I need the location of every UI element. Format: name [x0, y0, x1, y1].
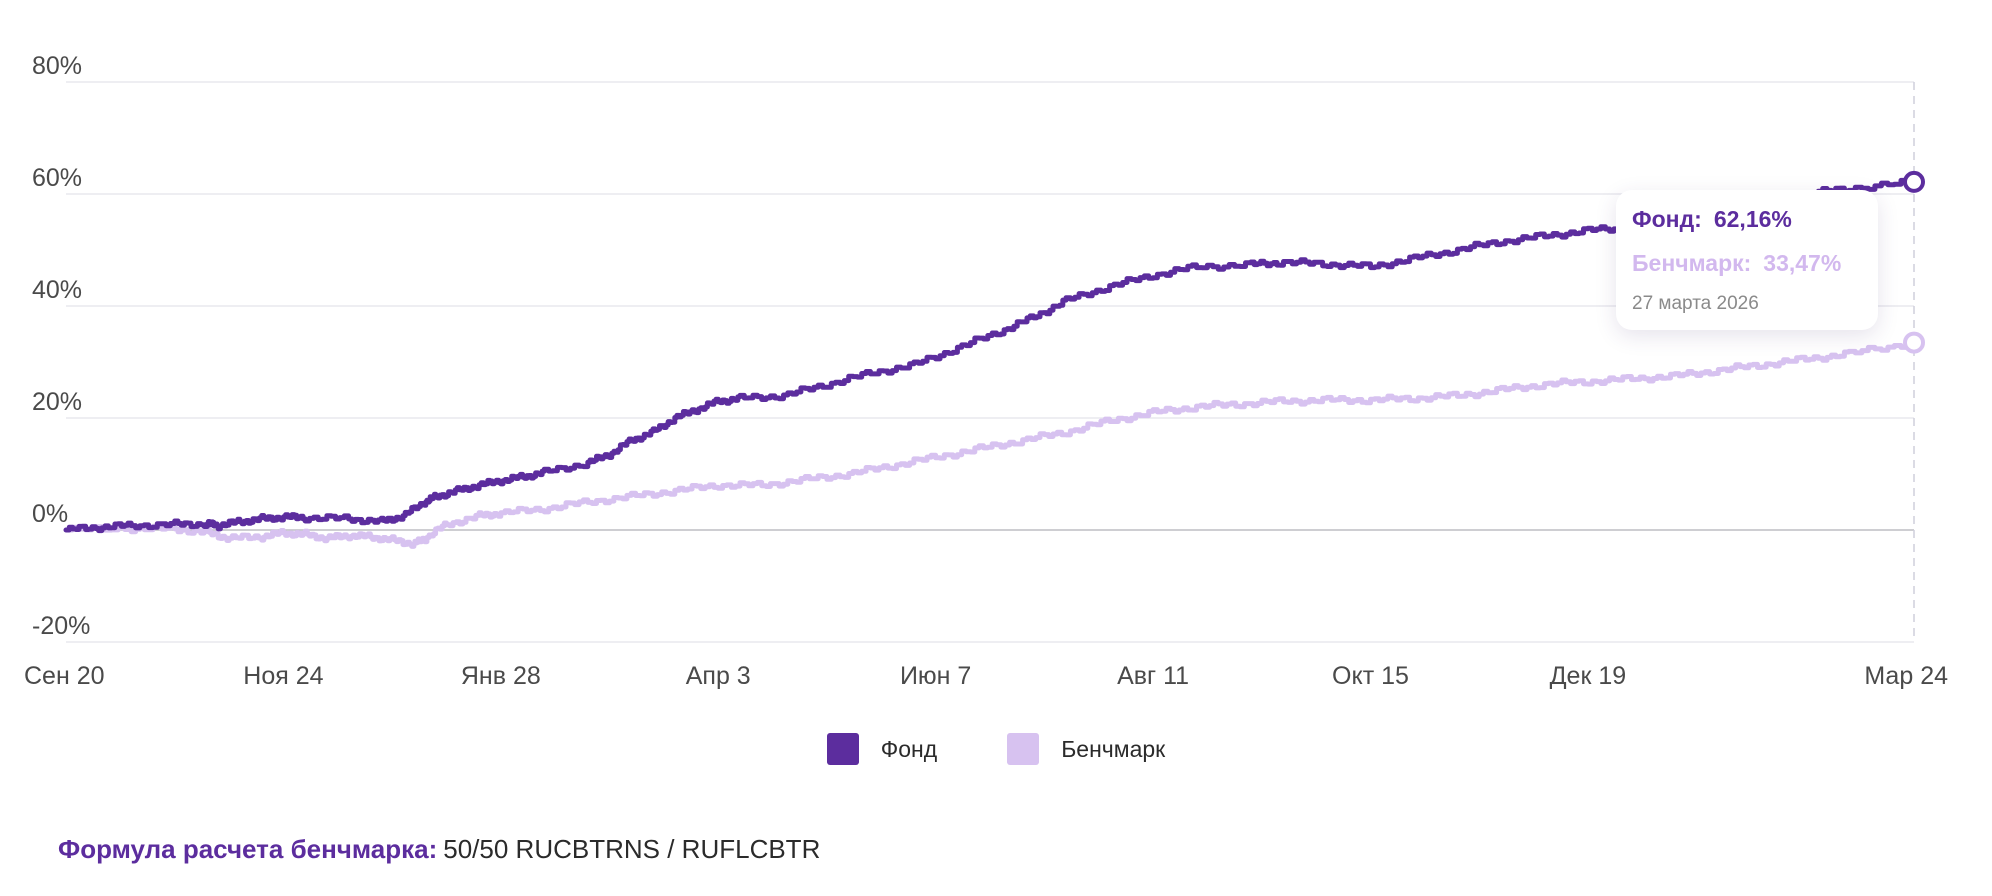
chart-tooltip: Фонд: 62,16% Бенчмарк: 33,47% 27 марта 202… [1616, 190, 1878, 330]
tooltip-fund-value: 62,16% [1713, 206, 1792, 232]
series-line-fund [63, 177, 1917, 534]
series-line-benchmark [63, 340, 1917, 549]
tooltip-bench-value: 33,47% [1763, 250, 1842, 276]
x-tick-label: Сен 20 [24, 662, 105, 690]
y-tick-label: -20% [32, 612, 90, 640]
hover-markers [1903, 170, 1925, 354]
tooltip-fund-label: Фонд: [1632, 206, 1702, 232]
marker-benchmark [1903, 331, 1925, 354]
y-tick-label: 0% [32, 500, 68, 528]
legend-item-bench[interactable]: Бенчмарк [1007, 733, 1165, 765]
y-tick-label: 60% [32, 164, 82, 192]
tooltip-bench-row: Бенчмарк: 33,47% [1632, 250, 1841, 277]
legend-item-fund[interactable]: Фонд [826, 733, 938, 765]
tooltip-date: 27 марта 2026 [1632, 293, 1759, 314]
tooltip-bench-label: Бенчмарк: [1632, 250, 1752, 276]
legend-swatch-bench [1007, 733, 1040, 765]
series-lines [63, 177, 1917, 549]
legend-swatch-fund [826, 733, 859, 765]
x-tick-label: Мар 24 [1864, 662, 1948, 690]
grid-lines [66, 81, 1914, 643]
y-axis-ticks: -20% 0% 20% 40% 60% 80% [32, 52, 90, 640]
y-tick-label: 40% [32, 276, 82, 304]
formula-value: 50/50 RUCBTRNS / RUFLCBTR [443, 834, 821, 864]
x-tick-label: Окт 15 [1332, 662, 1409, 690]
marker-fund [1903, 170, 1925, 193]
formula-label: Формула расчета бенчмарка: [58, 834, 438, 864]
legend-label-bench: Бенчмарк [1061, 735, 1166, 762]
x-tick-label: Апр 3 [686, 662, 751, 690]
x-tick-label: Авг 11 [1117, 662, 1189, 690]
x-tick-label: Янв 28 [461, 662, 541, 690]
x-tick-label: Дек 19 [1550, 662, 1627, 690]
x-tick-label: Июн 7 [900, 662, 971, 690]
tooltip-fund-row: Фонд: 62,16% [1632, 206, 1792, 233]
legend-label-fund: Фонд [880, 735, 938, 762]
x-axis-ticks: Сен 20 Ноя 24 Янв 28 Апр 3 Июн 7 Авг 11 Окт 15… [24, 662, 1948, 690]
y-tick-label: 80% [32, 52, 82, 80]
x-tick-label: Ноя 24 [243, 662, 323, 690]
y-tick-label: 20% [32, 388, 82, 416]
benchmark-formula: Формула расчета бенчмарка: 50/50 RUCBTRNS… [58, 834, 820, 865]
chart-legend: Фонд Бенчмарк [0, 733, 1992, 765]
